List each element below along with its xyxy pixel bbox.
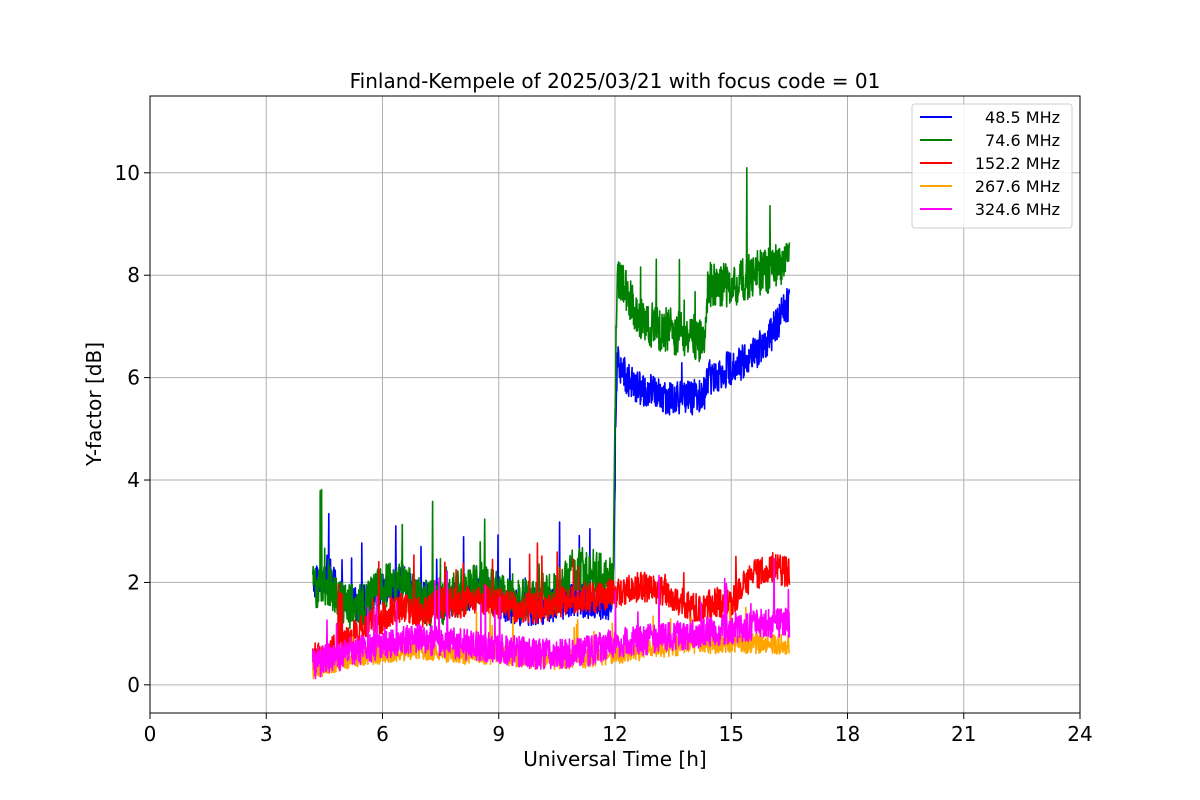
- legend-label: 267.6 MHz: [975, 177, 1060, 196]
- y-tick-label: 2: [127, 570, 140, 594]
- chart-title: Finland-Kempele of 2025/03/21 with focus…: [350, 69, 881, 93]
- y-axis-label: Y-factor [dB]: [82, 342, 106, 467]
- x-tick-label: 6: [376, 722, 389, 746]
- y-tick-label: 10: [115, 161, 140, 185]
- x-tick-label: 15: [719, 722, 744, 746]
- x-axis-label: Universal Time [h]: [523, 747, 706, 771]
- y-tick-label: 4: [127, 468, 140, 492]
- legend-box: [911, 103, 1073, 229]
- legend: 48.5 MHz 74.6 MHz 152.2 MHz 267.6 MHz 324.6 …: [911, 103, 1073, 229]
- x-tick-label: 0: [144, 722, 157, 746]
- x-tick-label: 18: [835, 722, 860, 746]
- legend-label: 152.2 MHz: [975, 154, 1060, 173]
- x-tick-label: 24: [1067, 722, 1092, 746]
- legend-label: 324.6 MHz: [975, 200, 1060, 219]
- y-axis: 0 2 4 6 8 10: [115, 161, 150, 697]
- legend-label: 74.6 MHz: [985, 131, 1060, 150]
- x-tick-label: 9: [492, 722, 505, 746]
- x-tick-label: 21: [951, 722, 976, 746]
- y-tick-label: 6: [127, 366, 140, 390]
- series-line: [312, 542, 791, 675]
- x-axis: 0 3 6 9 12 15 18 21 24: [144, 713, 1093, 746]
- x-tick-label: 12: [602, 722, 627, 746]
- x-tick-label: 3: [260, 722, 273, 746]
- y-tick-label: 8: [127, 263, 140, 287]
- legend-label: 48.5 MHz: [985, 108, 1060, 127]
- series-layer: [312, 167, 791, 680]
- series-line: [312, 557, 791, 680]
- y-tick-label: 0: [127, 673, 140, 697]
